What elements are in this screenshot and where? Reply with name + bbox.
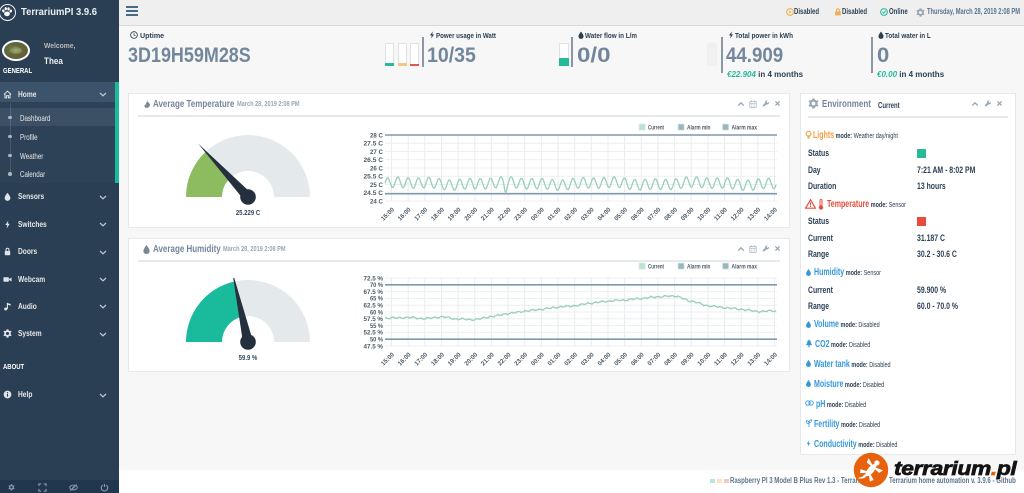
svg-text:Alarm min: Alarm min <box>687 264 711 271</box>
svg-text:17:00: 17:00 <box>413 351 429 367</box>
svg-text:28 C: 28 C <box>370 132 383 139</box>
svg-text:16:00: 16:00 <box>397 351 413 367</box>
svg-text:Alarm max: Alarm max <box>732 264 758 271</box>
svg-text:19:00: 19:00 <box>447 206 463 222</box>
svg-text:03:00: 03:00 <box>580 351 596 367</box>
svg-text:13:00: 13:00 <box>746 351 762 367</box>
svg-text:72.5 %: 72.5 % <box>364 275 384 282</box>
svg-text:57.5 %: 57.5 % <box>364 316 384 323</box>
svg-text:01:00: 01:00 <box>547 351 563 367</box>
svg-text:25.5 C: 25.5 C <box>364 174 384 181</box>
svg-text:05:00: 05:00 <box>613 351 629 367</box>
svg-text:15:00: 15:00 <box>380 206 396 222</box>
svg-text:07:00: 07:00 <box>646 206 662 222</box>
svg-text:65 %: 65 % <box>370 296 383 303</box>
svg-text:05:00: 05:00 <box>613 206 629 222</box>
svg-text:09:00: 09:00 <box>680 206 696 222</box>
svg-text:11:00: 11:00 <box>713 351 729 367</box>
svg-text:22:00: 22:00 <box>497 206 513 222</box>
svg-text:11:00: 11:00 <box>713 206 729 222</box>
svg-text:12:00: 12:00 <box>730 351 746 367</box>
svg-text:52.5 %: 52.5 % <box>364 330 384 337</box>
svg-text:16:00: 16:00 <box>397 206 413 222</box>
svg-text:02:00: 02:00 <box>563 206 579 222</box>
svg-text:15:00: 15:00 <box>380 351 396 367</box>
svg-text:26.5 C: 26.5 C <box>364 157 384 164</box>
svg-text:22:00: 22:00 <box>497 351 513 367</box>
svg-text:19:00: 19:00 <box>447 351 463 367</box>
svg-text:02:00: 02:00 <box>563 351 579 367</box>
svg-text:50 %: 50 % <box>370 337 383 344</box>
svg-text:24.5 C: 24.5 C <box>364 190 384 197</box>
svg-text:12:00: 12:00 <box>730 206 746 222</box>
svg-text:62.5 %: 62.5 % <box>364 303 384 310</box>
svg-text:06:00: 06:00 <box>630 351 646 367</box>
svg-text:70 %: 70 % <box>370 282 383 289</box>
svg-text:14:00: 14:00 <box>763 351 779 367</box>
svg-text:26 C: 26 C <box>370 165 383 172</box>
svg-text:14:00: 14:00 <box>763 206 779 222</box>
svg-text:25 C: 25 C <box>370 182 383 189</box>
svg-text:00:00: 00:00 <box>530 351 546 367</box>
svg-text:55 %: 55 % <box>370 323 383 330</box>
svg-text:00:00: 00:00 <box>530 206 546 222</box>
svg-text:20:00: 20:00 <box>463 351 479 367</box>
svg-text:13:00: 13:00 <box>746 206 762 222</box>
svg-text:Alarm min: Alarm min <box>687 125 711 132</box>
svg-text:21:00: 21:00 <box>480 351 496 367</box>
svg-text:07:00: 07:00 <box>646 351 662 367</box>
svg-text:47.5 %: 47.5 % <box>364 343 384 350</box>
svg-text:20:00: 20:00 <box>463 206 479 222</box>
svg-text:10:00: 10:00 <box>696 206 712 222</box>
svg-text:10:00: 10:00 <box>696 351 712 367</box>
svg-text:27 C: 27 C <box>370 149 383 156</box>
svg-text:08:00: 08:00 <box>663 351 679 367</box>
svg-text:Current: Current <box>648 264 665 271</box>
svg-text:23:00: 23:00 <box>513 351 529 367</box>
svg-text:23:00: 23:00 <box>513 206 529 222</box>
svg-text:17:00: 17:00 <box>413 206 429 222</box>
svg-text:06:00: 06:00 <box>630 206 646 222</box>
svg-text:24 C: 24 C <box>370 198 383 205</box>
svg-text:03:00: 03:00 <box>580 206 596 222</box>
svg-text:67.5 %: 67.5 % <box>364 289 384 296</box>
svg-text:60 %: 60 % <box>370 309 383 316</box>
svg-text:Current: Current <box>648 125 665 132</box>
svg-text:21:00: 21:00 <box>480 206 496 222</box>
svg-text:27.5 C: 27.5 C <box>364 141 384 148</box>
svg-text:04:00: 04:00 <box>597 351 613 367</box>
svg-text:Alarm max: Alarm max <box>732 125 758 132</box>
svg-text:04:00: 04:00 <box>597 206 613 222</box>
svg-text:01:00: 01:00 <box>547 206 563 222</box>
svg-text:09:00: 09:00 <box>680 351 696 367</box>
svg-text:18:00: 18:00 <box>430 206 446 222</box>
svg-text:08:00: 08:00 <box>663 206 679 222</box>
svg-text:18:00: 18:00 <box>430 351 446 367</box>
